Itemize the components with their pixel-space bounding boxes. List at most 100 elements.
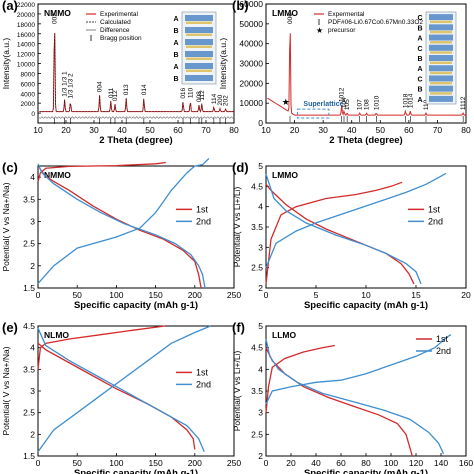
polyhedra-layer xyxy=(185,15,213,21)
series-2nd-discharge-line xyxy=(37,327,205,452)
series-2nd-charge-line xyxy=(37,325,211,453)
y-tick-label: 50000 xyxy=(239,19,263,29)
interlayer-atoms xyxy=(186,21,212,24)
peak-label: 105 xyxy=(344,99,351,110)
x-tick-label: 10 xyxy=(261,125,271,135)
peak-label: 110 xyxy=(187,87,194,98)
x-tick-label: 60 xyxy=(336,458,346,468)
stacking-letter: B xyxy=(417,87,422,94)
polyhedra-layer xyxy=(185,27,213,33)
legend-label: 1st xyxy=(436,334,449,344)
stacking-letter: B xyxy=(417,25,422,32)
x-tick-label: 10 xyxy=(361,290,371,300)
polyhedra-layer xyxy=(429,75,453,82)
x-tick-label: 60 xyxy=(404,125,414,135)
x-tick-label: 0 xyxy=(36,290,41,300)
stacking-letter: B xyxy=(173,28,178,35)
x-axis-label: Specific capacity (mAh g-1) xyxy=(74,468,198,474)
peak-label: 110 xyxy=(423,99,430,110)
y-tick-label: 0 xyxy=(258,118,263,128)
stacking-letter: C xyxy=(417,46,422,53)
y-tick-label: 4.5 xyxy=(23,321,35,331)
x-tick-label: 40 xyxy=(311,458,321,468)
y-axis-label: Potential( V vs Li+/Li) xyxy=(232,187,242,268)
legend-label: 1st xyxy=(196,367,209,377)
series-2nd-discharge-line xyxy=(265,338,445,455)
plot-frame xyxy=(265,165,467,289)
polyhedra-layer xyxy=(429,85,453,92)
series-1st-charge-line xyxy=(37,325,166,370)
x-tick-label: 30 xyxy=(318,125,328,135)
y-tick-label: 5 xyxy=(258,161,263,171)
y-axis-label: Intensity(a.u.) xyxy=(1,38,11,90)
xrd-experimental-line xyxy=(267,33,466,117)
chart-panel-f: (f) 0 20 40 60 80 100 120 140 160 2 2.5 3 3.5 4 4.5 5 Spe… xyxy=(232,320,473,474)
y-tick-label: 3 xyxy=(258,242,263,252)
x-tick-label: 80 xyxy=(229,125,239,135)
x-tick-label: 250 xyxy=(227,458,241,468)
interlayer-atoms xyxy=(430,71,452,75)
x-axis-label: 2 Theta (degree) xyxy=(99,135,172,146)
stacking-letter: A xyxy=(417,66,422,73)
x-tick-label: 40 xyxy=(347,125,357,135)
x-tick-label: 70 xyxy=(201,125,211,135)
x-tick-label: 200 xyxy=(188,458,202,468)
peak-label: 012 xyxy=(112,90,119,101)
x-tick-label: 0 xyxy=(36,458,41,468)
peak-label: 1010 xyxy=(373,95,380,110)
series-1st-discharge-line xyxy=(39,167,202,289)
y-tick-label: 4 xyxy=(258,364,263,374)
peak-label: 004 xyxy=(97,81,104,92)
stacking-letter: A xyxy=(173,40,178,47)
legend-label: 2nd xyxy=(196,216,211,226)
polyhedra-layer xyxy=(429,24,453,31)
stacking-letter: B xyxy=(417,56,422,63)
peak-label: 107 xyxy=(357,99,364,110)
x-tick-label: 60 xyxy=(173,125,183,135)
peak-label: 1112 xyxy=(460,96,467,110)
legend-label: Bragg position xyxy=(100,35,142,42)
stacking-letter: C xyxy=(417,76,422,83)
panel-label: (d) xyxy=(232,160,249,175)
x-tick-label: 0 xyxy=(264,458,269,468)
xrd-difference-line xyxy=(39,116,235,119)
y-tick-label: 4000 xyxy=(21,91,36,98)
x-tick-label: 50 xyxy=(72,458,82,468)
chart-panel-b: (b) 10 20 30 40 50 60 70 80 0 10000 20000 30000 40000… xyxy=(218,0,471,146)
series-1st-discharge-line xyxy=(265,347,413,457)
peak-label: 114 xyxy=(211,93,218,104)
legend-marker: ★ xyxy=(316,26,323,35)
x-tick-label: 80 xyxy=(361,458,371,468)
peak-label: 011 xyxy=(108,87,115,98)
series-1st-charge-line xyxy=(265,344,335,413)
x-tick-label: 20 xyxy=(290,125,300,135)
x-tick-label: 150 xyxy=(149,290,163,300)
polyhedra-layer xyxy=(429,95,453,102)
polyhedra-layer xyxy=(185,63,213,69)
legend-label: Experimental xyxy=(100,11,138,18)
y-tick-label: 4 xyxy=(30,172,35,182)
peak-label: 1018 xyxy=(402,93,409,108)
x-tick-label: 50 xyxy=(376,125,386,135)
y-tick-label: 20000 xyxy=(239,78,263,88)
y-tick-label: 18000 xyxy=(17,22,35,29)
x-tick-label: 20 xyxy=(286,458,296,468)
sample-label: LLMO xyxy=(272,330,296,340)
legend-label: 2nd xyxy=(428,216,443,226)
y-tick-label: 16000 xyxy=(17,32,35,39)
panel-label: (f) xyxy=(232,320,245,335)
x-tick-label: 30 xyxy=(89,125,99,135)
stacking-letter: A xyxy=(417,36,422,43)
sample-label: NMMO xyxy=(44,8,71,18)
y-tick-label: 0 xyxy=(31,111,35,118)
y-tick-label: 2 xyxy=(258,451,263,461)
y-tick-label: 2.5 xyxy=(251,429,263,439)
peak-label: 200 xyxy=(217,94,224,105)
interlayer-atoms xyxy=(430,30,452,34)
panel-label: (b) xyxy=(232,0,249,13)
polyhedra-layer xyxy=(429,34,453,41)
x-tick-label: 250 xyxy=(227,290,241,300)
